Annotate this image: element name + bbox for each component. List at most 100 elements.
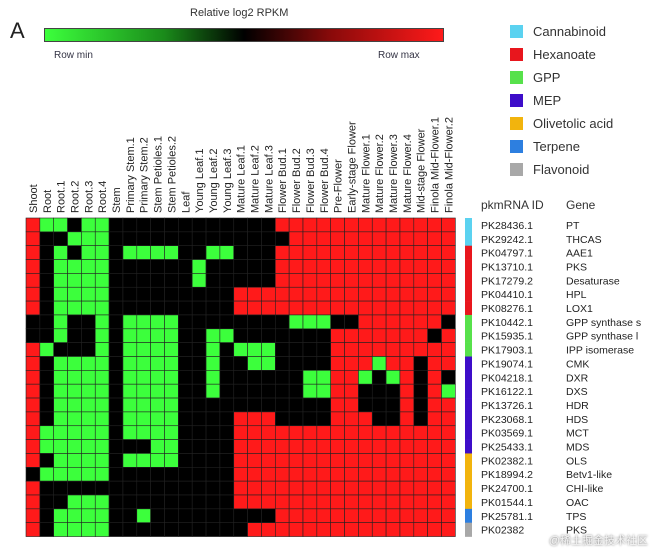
heatmap-cell: [316, 411, 332, 427]
category-bar-segment: [465, 495, 472, 510]
heatmap-cell: [330, 300, 345, 316]
heatmap-cell: [302, 286, 318, 302]
heatmap-cell: [316, 273, 332, 288]
heatmap-cell: [164, 259, 179, 274]
heatmap-cell: [164, 425, 179, 440]
heatmap-cell: [233, 453, 248, 468]
heatmap-cell: [191, 314, 207, 330]
heatmap-cell: [53, 217, 68, 233]
legend-swatch: [510, 140, 523, 153]
category-bar-segment: [465, 425, 472, 440]
heatmap-cell: [53, 425, 68, 440]
heatmap-cell: [385, 356, 401, 371]
heatmap-cell: [164, 383, 179, 399]
heatmap-cell: [274, 425, 290, 440]
row-id-label: PK17279.2: [481, 275, 533, 287]
heatmap-cell: [191, 466, 207, 482]
heatmap-cell: [67, 342, 82, 357]
heatmap-cell: [164, 286, 179, 302]
heatmap-cell: [53, 300, 68, 316]
heatmap-cell: [274, 383, 290, 399]
heatmap-cell: [164, 245, 179, 260]
heatmap-cell: [288, 439, 304, 454]
heatmap-cell: [385, 328, 401, 343]
heatmap-cell: [191, 217, 207, 233]
color-scale-bar: [44, 28, 444, 42]
heatmap-cell: [233, 397, 248, 413]
heatmap-cell: [302, 439, 318, 454]
heatmap-cell: [247, 217, 262, 233]
heatmap-cell: [330, 383, 345, 399]
heatmap-cell: [150, 411, 165, 427]
heatmap-cell: [427, 425, 442, 440]
heatmap-cell: [67, 259, 82, 274]
legend-label: Terpene: [533, 139, 580, 154]
heatmap-cell: [81, 245, 96, 260]
row-gene-label: OLS: [566, 455, 587, 467]
heatmap-cell: [371, 508, 387, 524]
heatmap-cell: [330, 508, 345, 524]
heatmap-cell: [219, 397, 235, 413]
heatmap-cell: [25, 245, 41, 260]
heatmap-cell: [81, 328, 96, 343]
heatmap-cell: [81, 522, 96, 537]
row-gene-label: Betv1-like: [566, 469, 612, 481]
category-bar-segment: [465, 218, 472, 233]
row-gene-label: GPP synthase l: [566, 331, 638, 343]
heatmap-cell: [399, 411, 415, 427]
heatmap-cell: [122, 370, 138, 385]
heatmap-cell: [178, 466, 193, 482]
heatmap-cell: [67, 508, 82, 524]
heatmap-cell: [164, 217, 179, 233]
heatmap-cell: [399, 439, 415, 454]
legend-swatch: [510, 163, 523, 176]
row-id-label: PK04410.1: [481, 289, 533, 301]
heatmap-cell: [81, 300, 96, 316]
row-gene-label: DXR: [566, 372, 589, 384]
heatmap-cell: [53, 314, 68, 330]
heatmap-cell: [205, 425, 221, 440]
heatmap-cell: [53, 439, 68, 454]
heatmap-cell: [108, 480, 124, 496]
heatmap-cell: [67, 466, 82, 482]
heatmap-cell: [67, 411, 82, 427]
heatmap-cell: [81, 439, 96, 454]
heatmap-cell: [150, 439, 165, 454]
heatmap-cell: [191, 383, 207, 399]
heatmap-cell: [261, 342, 276, 357]
heatmap-cell: [247, 370, 262, 385]
heatmap-cell: [150, 425, 165, 440]
heatmap-cell: [330, 356, 345, 371]
heatmap-cell: [53, 370, 68, 385]
heatmap-cell: [150, 397, 165, 413]
heatmap-cell: [399, 466, 415, 482]
heatmap-cell: [302, 453, 318, 468]
heatmap-cell: [427, 286, 442, 302]
heatmap-cell: [441, 383, 456, 399]
row-id-label: PK13710.1: [481, 261, 533, 273]
heatmap-cell: [39, 370, 54, 385]
heatmap-cell: [164, 342, 179, 357]
heatmap-cell: [178, 480, 193, 496]
heatmap-cell: [164, 411, 179, 427]
heatmap-cell: [94, 453, 110, 468]
heatmap-cell: [25, 370, 41, 385]
heatmap-cell: [53, 328, 68, 343]
heatmap-cell: [122, 217, 138, 233]
heatmap-cell: [261, 425, 276, 440]
heatmap-cell: [67, 425, 82, 440]
heatmap-cell: [399, 356, 415, 371]
heatmap-cell: [344, 328, 359, 343]
heatmap-cell: [316, 328, 332, 343]
row-gene-label: GPP synthase s: [566, 317, 641, 329]
heatmap-cell: [233, 383, 248, 399]
column-label: Root.4: [97, 181, 109, 213]
heatmap-cell: [288, 328, 304, 343]
heatmap-cell: [274, 439, 290, 454]
heatmap-cell: [330, 370, 345, 385]
heatmap-cell: [371, 494, 387, 510]
heatmap-cell: [316, 466, 332, 482]
category-bar-segment: [465, 259, 472, 274]
heatmap-cell: [413, 286, 428, 302]
category-legend: Cannabinoid Hexanoate GPP MEP Olivetolic…: [510, 20, 613, 181]
